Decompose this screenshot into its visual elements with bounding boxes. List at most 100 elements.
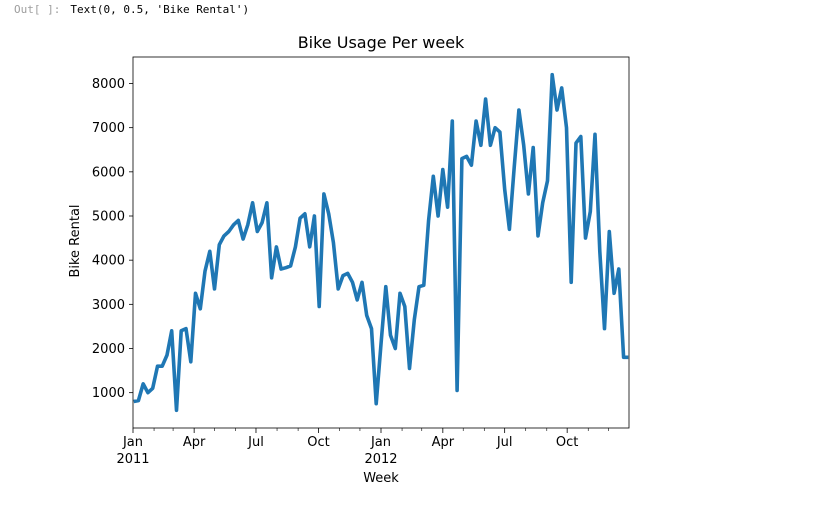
- data-point: [142, 382, 145, 385]
- data-point: [475, 120, 478, 123]
- data-point: [589, 210, 592, 213]
- data-point: [608, 230, 611, 233]
- x-tick-year-label: 2011: [116, 452, 149, 467]
- data-point: [232, 223, 235, 226]
- data-point: [265, 201, 268, 204]
- data-point: [161, 365, 164, 368]
- output-cell: Out[ ]: Text(0, 0.5, 'Bike Rental'): [14, 3, 249, 16]
- data-point: [384, 285, 387, 288]
- data-point: [137, 399, 140, 402]
- data-point: [565, 126, 568, 129]
- data-point: [546, 179, 549, 182]
- data-point: [570, 281, 573, 284]
- x-axis: Jan 2011 Apr Jul Oct Jan 2012 Apr Jul Oct: [116, 428, 609, 467]
- data-point: [613, 292, 616, 295]
- data-point: [242, 238, 245, 241]
- x-tick-label: Jan: [370, 435, 391, 450]
- x-axis-label: Week: [363, 471, 399, 486]
- data-point: [479, 144, 482, 147]
- data-point: [346, 272, 349, 275]
- data-point: [146, 391, 149, 394]
- data-point: [199, 307, 202, 310]
- x-tick-label: Oct: [556, 435, 578, 450]
- data-point: [532, 146, 535, 149]
- data-point: [299, 217, 302, 220]
- data-point: [303, 212, 306, 215]
- data-point: [208, 250, 211, 253]
- x-tick-label: Apr: [183, 435, 206, 450]
- data-point: [337, 287, 340, 290]
- data-point: [223, 234, 226, 237]
- data-point: [313, 215, 316, 218]
- data-point: [508, 228, 511, 231]
- plot-frame: [132, 56, 630, 429]
- data-point: [275, 245, 278, 248]
- y-tick-label: 8000: [92, 77, 125, 92]
- data-point: [456, 389, 459, 392]
- data-point: [261, 221, 264, 224]
- data-point: [175, 409, 178, 412]
- data-point: [575, 142, 578, 145]
- data-point: [551, 73, 554, 76]
- data-point: [418, 285, 421, 288]
- data-point: [246, 223, 249, 226]
- data-point: [284, 266, 287, 269]
- series-line: [133, 72, 629, 413]
- y-tick-label: 6000: [92, 165, 125, 180]
- data-point: [389, 334, 392, 337]
- data-point: [465, 155, 468, 158]
- data-point: [170, 329, 173, 332]
- data-point: [308, 245, 311, 248]
- data-point: [289, 264, 292, 267]
- data-point: [251, 201, 254, 204]
- data-point: [489, 144, 492, 147]
- x-tick-label: Oct: [307, 435, 329, 450]
- data-point: [351, 281, 354, 284]
- data-point: [399, 292, 402, 295]
- data-point: [280, 268, 283, 271]
- data-point: [213, 287, 216, 290]
- data-point: [603, 327, 606, 330]
- y-tick-label: 5000: [92, 210, 125, 225]
- data-point: [413, 318, 416, 321]
- y-axis-label: Bike Rental: [68, 204, 83, 277]
- data-point: [194, 292, 197, 295]
- chart-marks: [133, 72, 629, 413]
- data-point: [218, 243, 221, 246]
- y-tick-label: 2000: [92, 342, 125, 357]
- y-tick-label: 4000: [92, 254, 125, 269]
- data-point: [394, 347, 397, 350]
- x-tick-label: Jul: [247, 435, 264, 450]
- data-point: [380, 343, 383, 346]
- output-prompt: Out[ ]:: [14, 3, 61, 16]
- data-point: [517, 109, 520, 112]
- data-point: [594, 133, 597, 136]
- data-point: [156, 365, 159, 368]
- data-point: [375, 402, 378, 405]
- data-point: [484, 98, 487, 101]
- data-point: [622, 356, 625, 359]
- data-point: [451, 120, 454, 123]
- data-point: [365, 314, 368, 317]
- data-point: [617, 268, 620, 271]
- data-point: [185, 327, 188, 330]
- data-point: [403, 305, 406, 308]
- output-text: Text(0, 0.5, 'Bike Rental'): [70, 3, 250, 16]
- data-point: [294, 245, 297, 248]
- data-point: [422, 284, 425, 287]
- y-tick-label: 3000: [92, 298, 125, 313]
- data-point: [327, 212, 330, 215]
- data-point: [470, 164, 473, 167]
- data-point: [513, 166, 516, 169]
- data-point: [318, 305, 321, 308]
- data-point: [370, 327, 373, 330]
- data-point: [584, 237, 587, 240]
- data-point: [342, 274, 345, 277]
- data-point: [494, 126, 497, 129]
- y-axis: 1000 2000 3000 4000 5000 6000 7000 8000: [92, 77, 133, 401]
- data-point: [427, 219, 430, 222]
- data-point: [432, 175, 435, 178]
- data-point: [227, 230, 230, 233]
- y-tick-label: 1000: [92, 386, 125, 401]
